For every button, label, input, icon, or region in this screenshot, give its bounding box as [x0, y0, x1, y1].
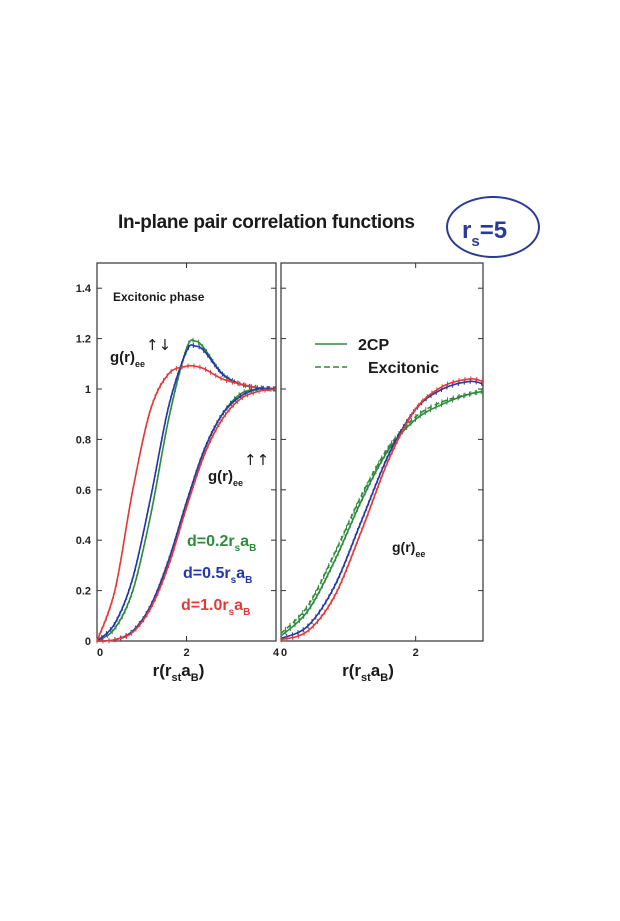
spin-antiparallel-label: ↑↓: [146, 336, 171, 354]
y-tick-label: 1.4: [76, 283, 92, 295]
panel-annotation: Excitonic phase: [113, 290, 205, 304]
curve-label-antiparallel: g(r)ee: [110, 349, 145, 369]
legend-entry-1: d=0.5rsaB: [183, 565, 252, 586]
curve-label-parallel: g(r)ee: [208, 468, 243, 488]
curve-label-right-part: ee: [415, 549, 425, 559]
right-x-axis-label-part: a: [371, 661, 381, 680]
legend-label-2cp: 2CP: [358, 337, 389, 354]
right-x-axis-label-part: st: [361, 672, 371, 684]
rs-symbol: r: [462, 217, 471, 244]
right-x-tick-label: 2: [413, 647, 419, 659]
left-x-axis-label-part: ): [199, 661, 205, 680]
y-tick-label: 0.2: [76, 586, 91, 598]
curve-label-right: g(r)ee: [392, 539, 425, 559]
legend-entry-2-part: B: [243, 607, 250, 618]
legend-entry-0-part: d=0.2r: [187, 533, 235, 550]
left-x-axis-label: r(rstaB): [153, 661, 205, 684]
legend-entry-2-part: d=1.0r: [181, 597, 229, 614]
right-x-axis-label: r(rstaB): [342, 661, 394, 684]
series-line-1-3: [280, 377, 484, 641]
left-x-axis-label-part: r(r: [153, 661, 172, 680]
right-x-axis-label-part: ): [388, 661, 394, 680]
left-x-axis-label-part: B: [191, 672, 199, 684]
legend-entry-2-part: s: [229, 607, 235, 618]
legend-entry-1-part: d=0.5r: [183, 565, 231, 582]
legend-entry-2: d=1.0rsaB: [181, 597, 250, 618]
curve-label-right-part: g(r): [392, 539, 415, 555]
legend-entry-0-part: s: [235, 543, 241, 554]
series-line-1-1: [280, 390, 484, 635]
left-x-tick-label: 0: [97, 647, 103, 659]
rs-subscript: s: [471, 233, 479, 250]
y-tick-label: 0.4: [76, 535, 92, 547]
y-tick-label: 0.8: [76, 434, 91, 446]
right-plot-frame: [280, 262, 484, 642]
legend-entry-1-part: B: [245, 575, 252, 586]
legend-entry-1-part: a: [236, 565, 245, 582]
series-line-1-0: [280, 390, 484, 637]
curve-label-antiparallel-part: g(r): [110, 349, 135, 366]
left-x-axis-label-part: a: [181, 661, 191, 680]
left-x-axis-label-part: st: [172, 672, 182, 684]
left-x-tick-label: 2: [183, 647, 189, 659]
left-x-tick-label: 4: [273, 647, 280, 659]
figure-title: In-plane pair correlation functions: [118, 212, 415, 233]
right-x-axis-label-part: r(r: [342, 661, 361, 680]
legend-entry-0: d=0.2rsaB: [187, 533, 256, 554]
svg-text:rs=5: rs=5: [462, 217, 507, 250]
rs-badge: rs=5: [446, 196, 540, 258]
right-x-axis-label-part: B: [380, 672, 388, 684]
y-tick-label: 1.2: [76, 334, 91, 346]
rs-badge-text: rs=5: [462, 217, 507, 250]
legend-label-excitonic: Excitonic: [368, 360, 439, 377]
legend-entry-1-part: s: [231, 575, 237, 586]
spin-parallel-label: ↑↑: [244, 451, 269, 469]
right-x-tick-label: 0: [281, 647, 287, 659]
y-tick-label: 0: [85, 636, 91, 648]
legend-entry-2-part: a: [234, 597, 243, 614]
legend-entry-0-part: B: [249, 543, 256, 554]
curve-label-antiparallel-part: ee: [135, 359, 145, 369]
curve-label-parallel-part: ee: [233, 478, 243, 488]
legend-entry-0-part: a: [240, 533, 249, 550]
series-line-1-2: [280, 380, 484, 640]
y-tick-label: 1: [85, 384, 91, 396]
rs-value: =5: [480, 217, 507, 244]
curve-label-parallel-part: g(r): [208, 468, 233, 485]
y-tick-label: 0.6: [76, 485, 91, 497]
